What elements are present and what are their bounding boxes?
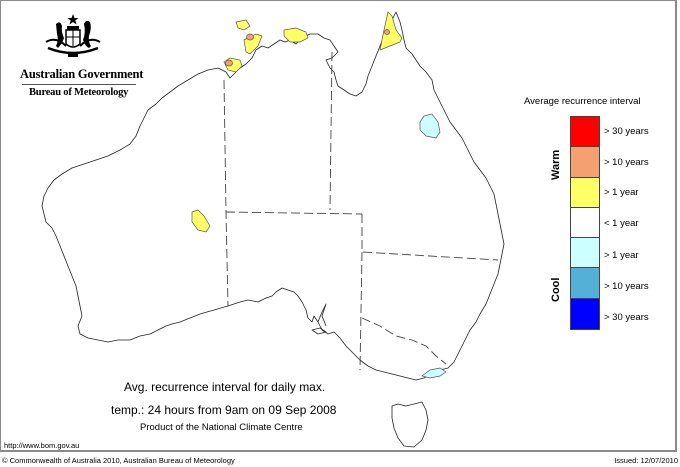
map-frame <box>0 0 677 452</box>
legend-label: < 1 year <box>604 218 639 229</box>
logo-divider <box>22 84 136 85</box>
legend-color-scale <box>570 116 600 331</box>
legend-label: > 10 years <box>604 157 649 168</box>
issued-date: Issued: 12/07/2010 <box>614 456 678 465</box>
copyright-text: © Commonwealth of Australia 2010, Austra… <box>2 456 235 465</box>
government-title: Australian Government <box>20 67 144 81</box>
border-nsw-vic <box>361 317 447 365</box>
region-central-wa <box>191 209 211 233</box>
legend-swatch-cool-30 <box>571 298 599 330</box>
legend-title: Average recurrence interval <box>524 96 641 107</box>
region-top-end <box>283 27 309 43</box>
legend-swatch-warm-1 <box>571 177 599 208</box>
legend-label: > 1 year <box>604 187 639 198</box>
border-nt-qld <box>329 51 333 211</box>
map-caption-line2: temp.: 24 hours from 9am on 09 Sep 2008 <box>111 403 337 417</box>
region-nqld-cool <box>419 113 441 139</box>
border-wa <box>223 79 229 307</box>
coastline <box>41 11 505 381</box>
region-gippsland-cool <box>421 367 447 379</box>
coat-of-arms-icon <box>45 14 101 57</box>
legend-swatch-warm-30 <box>571 117 599 148</box>
bom-url-link[interactable]: http://www.bom.gov.au <box>4 441 80 450</box>
legend-label: > 1 year <box>604 250 639 261</box>
legend-label: > 10 years <box>604 281 649 292</box>
border-sa-nsw-vic <box>359 251 363 371</box>
legend-group-cool: Cool <box>550 277 562 302</box>
map-caption-line3: Product of the National Climate Centre <box>140 422 303 433</box>
legend-swatch-cool-1 <box>571 238 599 269</box>
border-sa-qld <box>361 214 499 261</box>
border-nt-sa <box>225 211 363 215</box>
legend-label: > 30 years <box>604 126 649 137</box>
legend-group-warm: Warm <box>550 149 562 180</box>
tasmania-coastline <box>391 401 429 448</box>
legend-swatch-normal <box>571 207 599 239</box>
legend-label: > 30 years <box>604 312 649 323</box>
bureau-title: Bureau of Meteorology <box>29 87 129 98</box>
region-kimberley-coast <box>235 19 251 31</box>
legend-swatch-cool-10 <box>571 268 599 299</box>
map-caption-line1: Avg. recurrence interval for daily max. <box>124 380 326 394</box>
region-cape-york <box>379 11 403 51</box>
legend-swatch-warm-10 <box>571 147 599 178</box>
